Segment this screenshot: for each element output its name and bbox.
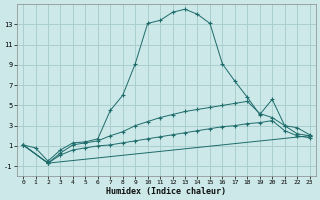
X-axis label: Humidex (Indice chaleur): Humidex (Indice chaleur) bbox=[106, 187, 226, 196]
